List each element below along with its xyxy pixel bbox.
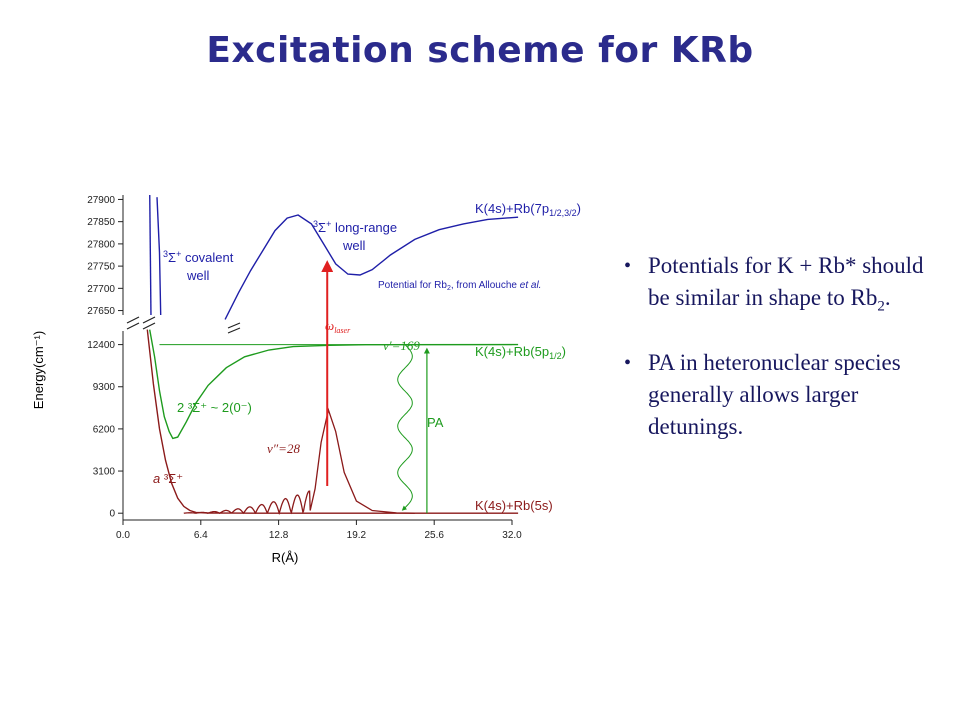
x-tick-label: 6.4 <box>194 530 208 541</box>
bullet-text: Potentials for K + Rb* should be similar… <box>648 253 924 310</box>
x-tick-label: 19.2 <box>347 530 367 541</box>
potential-energy-chart: 0.0 6.4 12.8 19.2 25.6 32.0 27650 27700 27750 278… <box>31 194 581 565</box>
axis-break-mark <box>126 316 241 334</box>
label-covalent-sigma: 3Σ+ covalent <box>163 249 234 265</box>
label-longrange-well: well <box>342 238 366 253</box>
label-longrange-sigma: 3Σ+ long-range <box>313 219 397 235</box>
label-potential-source: Potential for Rb2, from Allouche et al. <box>378 280 541 292</box>
label-covalent-well: well <box>186 268 210 283</box>
bullet-item: • PA in heteronuclear species generally … <box>620 347 950 443</box>
label-omega-laser: ωlaser <box>325 318 351 335</box>
label-vprime: v′=169 <box>383 338 420 353</box>
y-tick-label: 27800 <box>87 239 115 250</box>
label-k4s-rb5p: K(4s)+Rb(5p1/2) <box>475 344 566 361</box>
y-tick-label: 27700 <box>87 284 115 295</box>
y-tick-label: 27850 <box>87 217 115 228</box>
label-state-2: 2 ³Σ⁺ ~ 2(0⁻) <box>177 400 252 415</box>
bullet-item: • Potentials for K + Rb* should be simil… <box>620 250 950 323</box>
x-tick-label: 32.0 <box>502 530 522 541</box>
label-state-a: a ³Σ⁺ <box>153 471 183 486</box>
y-tick-label: 9300 <box>93 382 116 393</box>
x-tick-label: 25.6 <box>424 530 444 541</box>
repulsive-wall <box>149 194 152 316</box>
y-tick-label: 3100 <box>93 467 116 478</box>
x-axis-label: R(Å) <box>272 550 299 565</box>
label-vdouble: v″=28 <box>267 441 300 456</box>
bullet-subscript: 2 <box>877 298 885 315</box>
vibrational-wavefunction <box>183 407 415 516</box>
y-tick-label: 0 <box>109 509 115 520</box>
y-tick-label: 27900 <box>87 195 115 206</box>
bullet-dot: • <box>624 351 632 374</box>
y-tick-label: 27650 <box>87 306 115 317</box>
y-axis-label: Energy(cm⁻¹) <box>31 331 46 409</box>
y-tick-label: 6200 <box>93 424 116 435</box>
spontaneous-decay-arrow <box>397 344 413 511</box>
bullet-tail: . <box>884 285 891 310</box>
bullet-text: PA in heteronuclear species generally al… <box>648 349 901 439</box>
series-curve <box>156 197 162 316</box>
page-title: Excitation scheme for KRb <box>206 30 754 71</box>
x-tick-label: 0.0 <box>116 530 130 541</box>
label-k4s-rb5s: K(4s)+Rb(5s) <box>475 498 553 513</box>
x-tick-label: 12.8 <box>269 530 289 541</box>
y-tick-label: 27750 <box>87 262 115 273</box>
series-curve <box>149 329 519 440</box>
label-k4s-rb7p: K(4s)+Rb(7p1/2,3/2) <box>475 201 581 218</box>
bullet-dot: • <box>624 255 632 277</box>
y-tick-label: 12400 <box>87 340 115 351</box>
series-curve <box>224 214 519 320</box>
bullet-list: • Potentials for K + Rb* should be simil… <box>620 250 950 467</box>
label-pa: PA <box>427 415 444 430</box>
